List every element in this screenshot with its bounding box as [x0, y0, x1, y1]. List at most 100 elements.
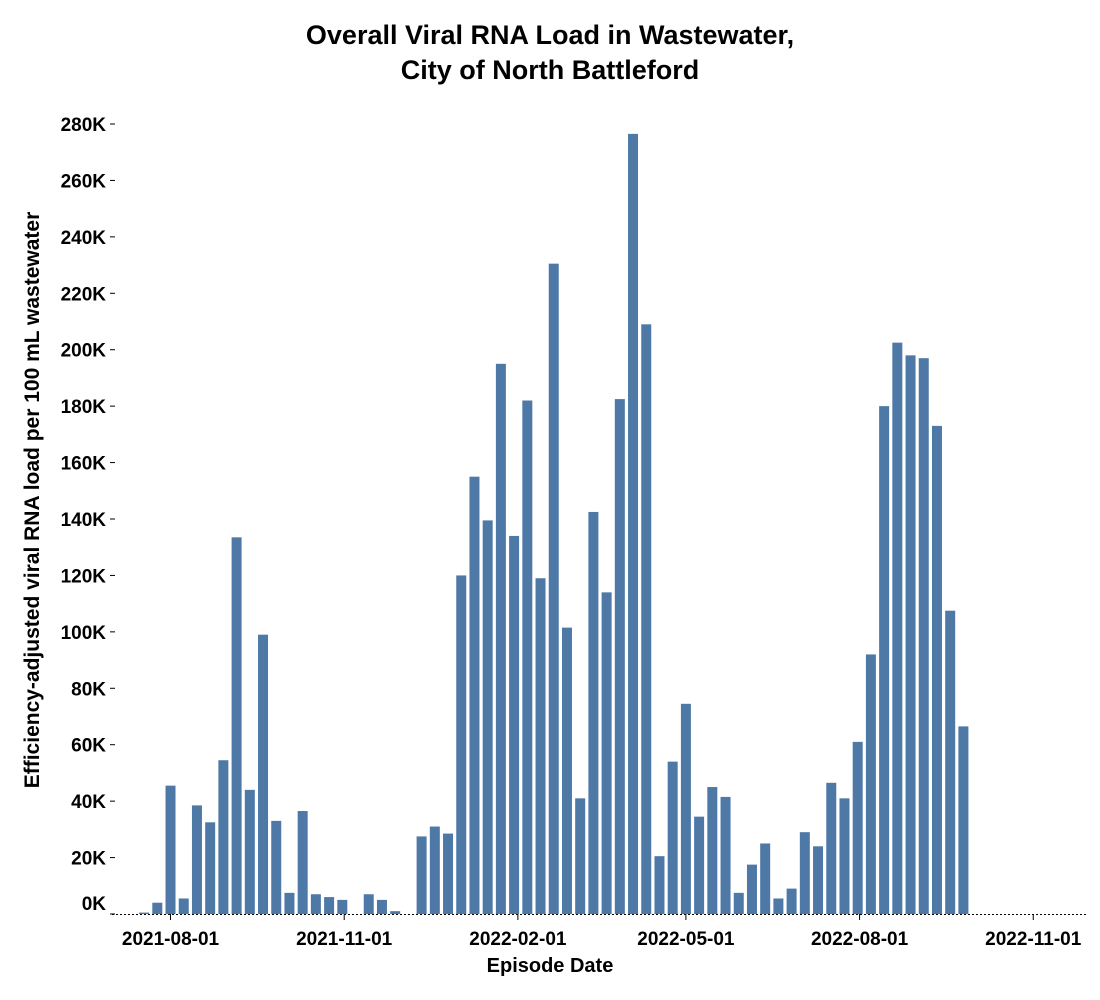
bar-2022-02-20	[548, 263, 559, 914]
y-tick-label: 180K	[61, 397, 107, 418]
chart-subtitle: City of North Battleford	[400, 55, 700, 85]
bar-2022-08-14	[879, 406, 890, 914]
y-tick-label: 260K	[61, 171, 107, 192]
bar-2021-07-25	[152, 902, 163, 914]
bar-2022-03-13	[588, 511, 599, 914]
bar-2022-02-13	[535, 578, 546, 914]
bar-2022-02-27	[561, 627, 572, 915]
bar-2022-06-12	[760, 843, 771, 914]
x-tick-2022-05-01: 2022-05-01	[637, 914, 735, 950]
bar-2021-11-14	[363, 894, 374, 914]
bar-2022-09-04	[918, 358, 929, 914]
bar-2021-11-28	[390, 911, 401, 914]
bar-2022-05-01	[680, 703, 691, 914]
chart-title: Overall Viral RNA Load in Wastewater,	[305, 20, 795, 50]
y-tick-60K: 60K	[71, 736, 115, 757]
bar-2022-03-06	[575, 798, 586, 914]
y-tick-140K: 140K	[61, 510, 115, 531]
bar-2021-12-12	[416, 836, 427, 914]
x-tick-label: 2022-05-01	[637, 929, 735, 950]
bar-2022-09-18	[945, 610, 956, 914]
y-tick-160K: 160K	[61, 454, 115, 475]
bar-2021-12-26	[443, 833, 454, 914]
bar-2021-09-26	[271, 820, 282, 914]
bar-2021-11-21	[376, 899, 387, 914]
bar-2021-10-24	[324, 897, 335, 914]
bar-2021-12-19	[429, 826, 440, 914]
y-tick-200K: 200K	[61, 341, 115, 362]
bar-series	[139, 133, 969, 915]
y-tick-label: 100K	[61, 623, 107, 644]
bar-2022-02-06	[522, 400, 533, 914]
bar-2022-01-23	[495, 363, 506, 914]
x-tick-2022-11-01: 2022-11-01	[985, 914, 1082, 950]
y-tick-label: 20K	[71, 849, 106, 870]
bar-2021-08-22	[205, 822, 216, 914]
bar-2022-03-20	[601, 592, 612, 914]
bar-2022-04-17	[654, 856, 665, 914]
y-tick-label: 140K	[61, 510, 107, 531]
bar-2022-04-24	[667, 761, 678, 914]
bar-2022-01-02	[456, 575, 467, 914]
bar-2022-08-28	[905, 355, 916, 914]
y-tick-label: 0K	[82, 894, 107, 915]
y-tick-180K: 180K	[61, 397, 115, 418]
bar-2022-01-30	[509, 535, 520, 914]
x-tick-2021-11-01: 2021-11-01	[296, 914, 393, 950]
y-tick-280K: 280K	[61, 115, 115, 136]
bar-2022-07-24	[839, 798, 850, 914]
x-tick-2021-08-01: 2021-08-01	[122, 914, 220, 950]
bar-2022-05-29	[733, 892, 744, 914]
y-tick-100K: 100K	[61, 623, 115, 644]
bar-2021-10-03	[284, 892, 295, 914]
bar-2021-08-29	[218, 760, 229, 914]
bar-2022-06-05	[746, 864, 757, 915]
bar-2021-09-05	[231, 537, 242, 914]
x-tick-label: 2022-08-01	[811, 929, 909, 950]
y-tick-120K: 120K	[61, 566, 115, 587]
x-tick-2022-08-01: 2022-08-01	[811, 914, 909, 950]
x-tick-label: 2021-08-01	[122, 929, 220, 950]
x-tick-2022-02-01: 2022-02-01	[469, 914, 567, 950]
y-tick-label: 120K	[61, 566, 107, 587]
bar-2021-10-10	[297, 811, 308, 914]
bar-2022-08-07	[865, 654, 876, 914]
bar-2021-09-19	[258, 634, 269, 914]
x-tick-label: 2021-11-01	[296, 929, 393, 950]
x-tick-label: 2022-02-01	[469, 929, 567, 950]
y-tick-label: 220K	[61, 284, 107, 305]
y-tick-0K: 0K	[82, 894, 115, 915]
bar-2022-05-08	[694, 816, 705, 914]
y-tick-260K: 260K	[61, 171, 115, 192]
y-tick-label: 280K	[61, 115, 107, 136]
y-tick-label: 240K	[61, 228, 107, 249]
y-tick-label: 60K	[71, 736, 106, 757]
bar-2021-10-31	[337, 899, 348, 914]
bar-2022-03-27	[614, 399, 625, 915]
bar-2022-01-09	[469, 476, 480, 914]
bar-2021-08-15	[191, 805, 202, 915]
y-tick-40K: 40K	[71, 792, 115, 813]
bar-2022-09-25	[958, 726, 969, 915]
y-tick-label: 40K	[71, 792, 106, 813]
bar-2022-07-31	[852, 741, 863, 914]
bar-2021-08-01	[165, 785, 176, 915]
bar-2022-01-16	[482, 520, 493, 914]
bar-2022-06-26	[786, 888, 797, 914]
x-axis-ticks: 2021-08-01 2021-11-01 2022-02-01 2022-05-01…	[122, 914, 1082, 950]
bar-2022-09-11	[931, 425, 942, 914]
bar-2021-09-12	[244, 789, 255, 914]
bar-2022-04-03	[628, 133, 639, 915]
y-axis-ticks: 0K 20K 40K 60K 80K 100K 120K 140K 160K 180K 200K 22…	[61, 115, 115, 915]
bar-2022-07-10	[813, 846, 824, 914]
bar-2022-07-03	[799, 832, 810, 914]
bar-2022-07-17	[826, 782, 837, 914]
y-tick-240K: 240K	[61, 228, 115, 249]
x-tick-label: 2022-11-01	[985, 929, 1082, 950]
y-tick-20K: 20K	[71, 849, 115, 870]
bar-2022-06-19	[773, 898, 784, 914]
y-tick-label: 200K	[61, 341, 107, 362]
bar-2022-04-10	[641, 324, 652, 914]
bar-2021-07-18	[139, 912, 150, 914]
